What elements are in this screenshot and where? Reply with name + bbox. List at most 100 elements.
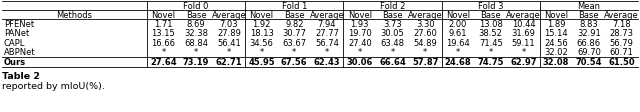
Text: 68.84: 68.84 bbox=[184, 38, 208, 47]
Text: *: * bbox=[358, 48, 362, 57]
Text: 27.64: 27.64 bbox=[150, 57, 177, 66]
Text: *: * bbox=[227, 48, 231, 57]
Text: 62.71: 62.71 bbox=[216, 57, 242, 66]
Text: 27.60: 27.60 bbox=[413, 29, 437, 38]
Text: 66.64: 66.64 bbox=[379, 57, 406, 66]
Text: 69.70: 69.70 bbox=[577, 48, 601, 57]
Text: Average: Average bbox=[506, 10, 541, 19]
Text: *: * bbox=[390, 48, 395, 57]
Text: Novel: Novel bbox=[446, 10, 470, 19]
Text: Average: Average bbox=[211, 10, 246, 19]
Text: 7.03: 7.03 bbox=[220, 20, 238, 28]
Text: Average: Average bbox=[604, 10, 639, 19]
Text: Fold 3: Fold 3 bbox=[478, 2, 504, 11]
Text: 30.77: 30.77 bbox=[282, 29, 307, 38]
Text: Fold 0: Fold 0 bbox=[184, 2, 209, 11]
Text: *: * bbox=[456, 48, 460, 57]
Text: 9.61: 9.61 bbox=[449, 29, 467, 38]
Text: 8.83: 8.83 bbox=[580, 20, 598, 28]
Text: Table 2: Table 2 bbox=[2, 71, 40, 80]
Text: 24.68: 24.68 bbox=[445, 57, 471, 66]
Text: 30.06: 30.06 bbox=[347, 57, 373, 66]
Text: 7.18: 7.18 bbox=[612, 20, 631, 28]
Text: 31.69: 31.69 bbox=[511, 29, 536, 38]
Text: 1.89: 1.89 bbox=[547, 20, 565, 28]
Text: 61.50: 61.50 bbox=[609, 57, 635, 66]
Text: 3.30: 3.30 bbox=[416, 20, 435, 28]
Text: 3.73: 3.73 bbox=[383, 20, 402, 28]
Text: Methods: Methods bbox=[56, 10, 93, 19]
Text: 27.77: 27.77 bbox=[315, 29, 339, 38]
Text: 7.94: 7.94 bbox=[318, 20, 336, 28]
Text: 70.54: 70.54 bbox=[575, 57, 602, 66]
Text: 32.38: 32.38 bbox=[184, 29, 208, 38]
Text: 16.66: 16.66 bbox=[152, 38, 175, 47]
Text: PANet: PANet bbox=[4, 29, 29, 38]
Text: 62.43: 62.43 bbox=[314, 57, 340, 66]
Text: 15.14: 15.14 bbox=[545, 29, 568, 38]
Text: *: * bbox=[259, 48, 264, 57]
Text: 30.05: 30.05 bbox=[381, 29, 404, 38]
Text: 38.52: 38.52 bbox=[479, 29, 502, 38]
Text: 1.93: 1.93 bbox=[351, 20, 369, 28]
Text: Mean: Mean bbox=[577, 2, 600, 11]
Text: *: * bbox=[522, 48, 525, 57]
Text: Base: Base bbox=[579, 10, 599, 19]
Text: 8.69: 8.69 bbox=[187, 20, 205, 28]
Text: 60.71: 60.71 bbox=[610, 48, 634, 57]
Text: 28.73: 28.73 bbox=[610, 29, 634, 38]
Text: 18.13: 18.13 bbox=[250, 29, 273, 38]
Text: 13.08: 13.08 bbox=[479, 20, 502, 28]
Text: 32.91: 32.91 bbox=[577, 29, 601, 38]
Text: 32.02: 32.02 bbox=[544, 48, 568, 57]
Text: 74.75: 74.75 bbox=[477, 57, 504, 66]
Text: Base: Base bbox=[186, 10, 207, 19]
Text: Base: Base bbox=[382, 10, 403, 19]
Text: 54.89: 54.89 bbox=[413, 38, 437, 47]
Text: Novel: Novel bbox=[348, 10, 372, 19]
Text: 59.11: 59.11 bbox=[511, 38, 535, 47]
Text: 57.87: 57.87 bbox=[412, 57, 438, 66]
Text: 13.15: 13.15 bbox=[152, 29, 175, 38]
Text: ABPNet: ABPNet bbox=[4, 48, 36, 57]
Text: 34.56: 34.56 bbox=[250, 38, 273, 47]
Text: 67.56: 67.56 bbox=[281, 57, 308, 66]
Text: 63.48: 63.48 bbox=[381, 38, 404, 47]
Text: 63.67: 63.67 bbox=[282, 38, 307, 47]
Text: 45.95: 45.95 bbox=[248, 57, 275, 66]
Text: *: * bbox=[292, 48, 296, 57]
Text: Novel: Novel bbox=[151, 10, 175, 19]
Text: reported by mIoU(%).: reported by mIoU(%). bbox=[2, 81, 105, 90]
Text: 27.40: 27.40 bbox=[348, 38, 372, 47]
Text: *: * bbox=[161, 48, 166, 57]
Text: 19.70: 19.70 bbox=[348, 29, 372, 38]
Text: 19.64: 19.64 bbox=[446, 38, 470, 47]
Text: Ours: Ours bbox=[4, 57, 26, 66]
Text: Base: Base bbox=[481, 10, 501, 19]
Text: 10.44: 10.44 bbox=[511, 20, 535, 28]
Text: 24.56: 24.56 bbox=[544, 38, 568, 47]
Text: *: * bbox=[194, 48, 198, 57]
Text: 62.97: 62.97 bbox=[510, 57, 537, 66]
Text: 66.86: 66.86 bbox=[577, 38, 601, 47]
Text: 32.08: 32.08 bbox=[543, 57, 570, 66]
Text: 73.19: 73.19 bbox=[183, 57, 209, 66]
Text: *: * bbox=[488, 48, 493, 57]
Text: Average: Average bbox=[310, 10, 344, 19]
Text: 71.45: 71.45 bbox=[479, 38, 502, 47]
Text: 56.41: 56.41 bbox=[217, 38, 241, 47]
Text: 1.71: 1.71 bbox=[154, 20, 173, 28]
Text: Novel: Novel bbox=[544, 10, 568, 19]
Text: 27.89: 27.89 bbox=[217, 29, 241, 38]
Text: 56.79: 56.79 bbox=[610, 38, 634, 47]
Text: 2.00: 2.00 bbox=[449, 20, 467, 28]
Text: Fold 1: Fold 1 bbox=[282, 2, 307, 11]
Text: *: * bbox=[325, 48, 329, 57]
Text: 9.82: 9.82 bbox=[285, 20, 303, 28]
Text: Base: Base bbox=[284, 10, 305, 19]
Text: Average: Average bbox=[408, 10, 443, 19]
Text: Fold 2: Fold 2 bbox=[380, 2, 405, 11]
Text: PFENet: PFENet bbox=[4, 20, 34, 28]
Text: 56.74: 56.74 bbox=[315, 38, 339, 47]
Text: *: * bbox=[423, 48, 428, 57]
